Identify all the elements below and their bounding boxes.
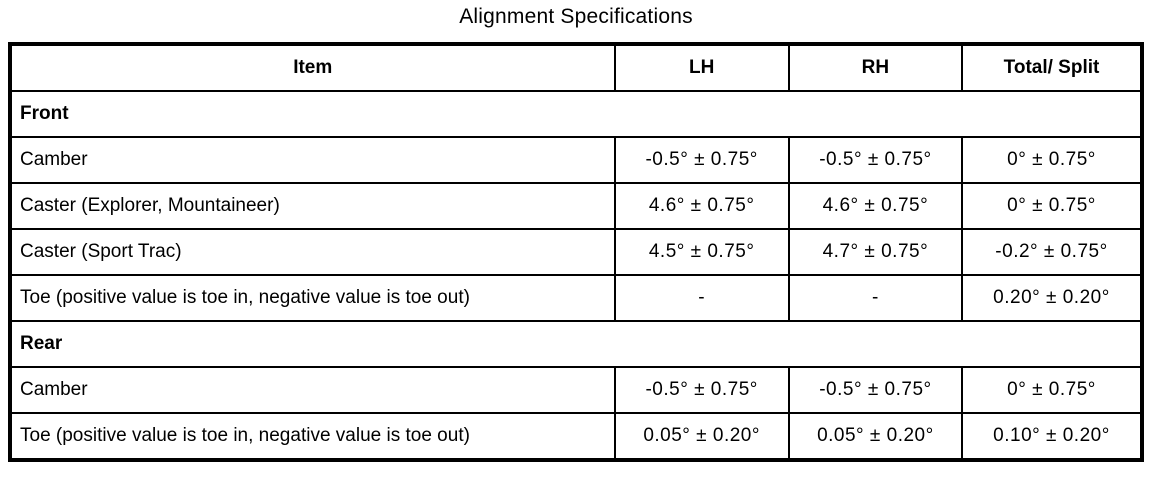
column-header-item: Item bbox=[9, 43, 616, 92]
table-row: Toe (positive value is toe in, negative … bbox=[9, 274, 1143, 322]
total-split-value: 0° ± 0.75° bbox=[961, 136, 1143, 184]
lh-value: 0.05° ± 0.20° bbox=[613, 412, 790, 461]
lh-value: 4.5° ± 0.75° bbox=[613, 228, 790, 276]
rh-value: -0.5° ± 0.75° bbox=[787, 366, 964, 414]
table-row: Caster (Sport Trac) 4.5° ± 0.75° 4.7° ± … bbox=[9, 228, 1143, 276]
total-split-value: -0.2° ± 0.75° bbox=[961, 228, 1143, 276]
total-split-value: 0.20° ± 0.20° bbox=[961, 274, 1143, 322]
item-label: Camber bbox=[9, 136, 616, 184]
item-label: Caster (Sport Trac) bbox=[9, 228, 616, 276]
column-header-total: Total/ Split bbox=[961, 43, 1143, 92]
lh-value: -0.5° ± 0.75° bbox=[613, 136, 790, 184]
rh-value: 4.6° ± 0.75° bbox=[787, 182, 964, 230]
rh-value: -0.5° ± 0.75° bbox=[787, 136, 964, 184]
total-split-value: 0° ± 0.75° bbox=[961, 366, 1143, 414]
lh-value: -0.5° ± 0.75° bbox=[613, 366, 790, 414]
item-label: Caster (Explorer, Mountaineer) bbox=[9, 182, 616, 230]
total-split-value: 0° ± 0.75° bbox=[961, 182, 1143, 230]
table-row: Camber -0.5° ± 0.75° -0.5° ± 0.75° 0° ± … bbox=[9, 366, 1143, 414]
column-header-rh: RH bbox=[787, 43, 964, 92]
section-label: Front bbox=[9, 90, 1143, 138]
item-label: Toe (positive value is toe in, negative … bbox=[9, 274, 616, 322]
item-label: Camber bbox=[9, 366, 616, 414]
section-label: Rear bbox=[9, 320, 1143, 368]
header-row: Item LH RH Total/ Split bbox=[9, 43, 1143, 92]
section-row-front: Front bbox=[9, 90, 1143, 138]
alignment-spec-table: Item LH RH Total/ Split Front Camber -0.… bbox=[8, 42, 1144, 462]
column-header-lh: LH bbox=[613, 43, 790, 92]
table-row: Camber -0.5° ± 0.75° -0.5° ± 0.75° 0° ± … bbox=[9, 136, 1143, 184]
rh-value: 4.7° ± 0.75° bbox=[787, 228, 964, 276]
section-row-rear: Rear bbox=[9, 320, 1143, 368]
item-label: Toe (positive value is toe in, negative … bbox=[9, 412, 616, 461]
rh-value: 0.05° ± 0.20° bbox=[787, 412, 964, 461]
page-title: Alignment Specifications bbox=[459, 5, 693, 28]
table-row: Toe (positive value is toe in, negative … bbox=[9, 412, 1143, 461]
lh-value: - bbox=[613, 274, 790, 322]
table-row: Caster (Explorer, Mountaineer) 4.6° ± 0.… bbox=[9, 182, 1143, 230]
rh-value: - bbox=[787, 274, 964, 322]
total-split-value: 0.10° ± 0.20° bbox=[961, 412, 1143, 461]
lh-value: 4.6° ± 0.75° bbox=[613, 182, 790, 230]
